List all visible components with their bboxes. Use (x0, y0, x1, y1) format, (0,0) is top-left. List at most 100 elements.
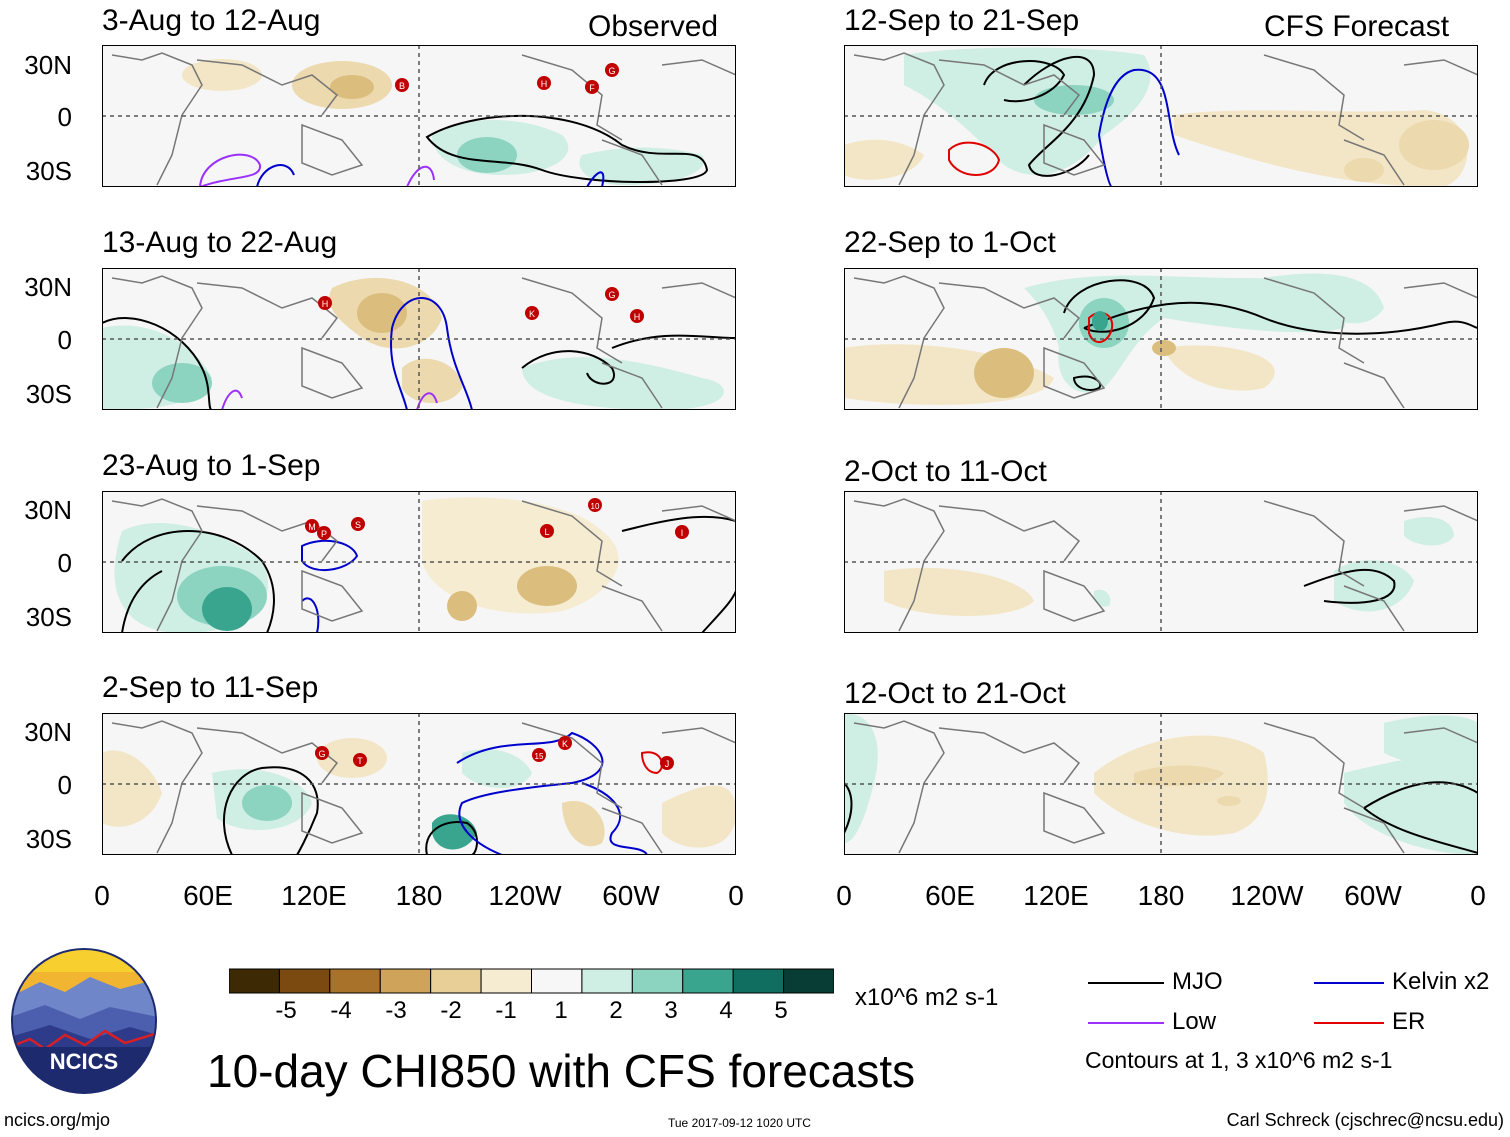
figure-title: 10-day CHI850 with CFS forecasts (207, 1045, 916, 1097)
storm-label: G (608, 290, 615, 300)
storm-label: L (544, 527, 549, 537)
timestamp: Tue 2017-09-12 1020 UTC (668, 1116, 811, 1130)
contour-note: Contours at 1, 3 x10^6 m2 s-1 (1085, 1047, 1393, 1073)
colorbar-swatch (631, 968, 684, 994)
colorbar-label: -1 (495, 997, 517, 1024)
storm-label: 10 (591, 502, 600, 511)
colorbar-swatch (480, 968, 532, 994)
storm-label: P (321, 529, 327, 539)
storm-markers: G T 15 K J (315, 736, 674, 770)
lon-label: 60E (183, 880, 233, 911)
lat-label: 0 (57, 102, 72, 132)
storm-label: H (322, 299, 329, 309)
lat-label: 0 (57, 325, 72, 355)
lon-label: 120W (488, 880, 562, 911)
colorbar-label: -4 (330, 997, 352, 1024)
lat-label: 30N (24, 272, 72, 302)
storm-markers: H K G H (318, 287, 644, 323)
lat-label: 0 (57, 548, 72, 578)
author-credit: Carl Schreck (cjschrec@ncsu.edu) (1226, 1110, 1504, 1130)
colorbar-label: 1 (554, 997, 568, 1024)
colorbar-swatch (329, 968, 381, 994)
colorbar-swatch (430, 968, 482, 994)
colorbar-swatch (229, 968, 280, 994)
colorbar-label: -2 (440, 997, 462, 1024)
storm-label: T (357, 756, 363, 766)
lat-label: 30N (24, 50, 72, 80)
map-panel-fcst-1 (844, 45, 1478, 187)
colorbar-label: 3 (664, 997, 678, 1024)
map-panel-fcst-2 (844, 268, 1478, 410)
lat-label: 30N (24, 717, 72, 747)
storm-markers: B H F G (395, 63, 619, 94)
storm-label: M (308, 522, 316, 532)
storm-label: K (562, 739, 568, 749)
colorbar-label: -5 (275, 997, 297, 1024)
forecast-tag: CFS Forecast (1264, 10, 1450, 43)
storm-label: F (589, 83, 595, 93)
storm-label: K (529, 309, 535, 319)
legend-label-kelvin: Kelvin x2 (1392, 968, 1490, 995)
map-panel-obs-3: M P S L 10 I (102, 491, 736, 633)
map-panel-fcst-3 (844, 491, 1478, 633)
lon-label: 60W (1344, 880, 1402, 911)
colorbar (229, 968, 834, 994)
colorbar-label: 5 (774, 997, 788, 1024)
map-panel-obs-2: H K G H (102, 268, 736, 410)
colorbar-swatch (278, 968, 331, 994)
lat-label: 30S (25, 156, 72, 186)
legend-line-er (1314, 1022, 1384, 1024)
lat-label: 30N (24, 495, 72, 525)
storm-label: H (541, 79, 548, 89)
lat-label: 30S (25, 379, 72, 409)
storm-label: G (318, 749, 325, 759)
colorbar-swatch (531, 968, 583, 994)
storm-label: S (355, 520, 361, 530)
panel-title-8: 12-Oct to 21-Oct (844, 677, 1066, 710)
storm-label: B (399, 81, 405, 91)
storm-label: H (634, 312, 641, 322)
lon-label: 0 (836, 880, 852, 911)
lon-label: 120W (1230, 880, 1304, 911)
panel-title-7: 2-Oct to 11-Oct (844, 455, 1047, 488)
map-panel-fcst-4 (844, 713, 1478, 855)
lon-label: 60W (602, 880, 660, 911)
lon-label: 180 (1137, 880, 1185, 911)
colorbar-swatch (581, 968, 633, 994)
lon-label: 120E (281, 880, 347, 911)
panel-title-4: 2-Sep to 11-Sep (102, 671, 319, 704)
legend-line-kelvin (1314, 982, 1384, 984)
lat-label: 30S (25, 602, 72, 632)
logo-text: NCICS (50, 1049, 118, 1074)
legend-label-low: Low (1172, 1008, 1217, 1035)
storm-markers: M P S L 10 I (305, 498, 689, 540)
lon-label: 0 (94, 880, 110, 911)
colorbar-label: -3 (385, 997, 407, 1024)
storm-label: G (608, 66, 615, 76)
colorbar-label: 2 (609, 997, 623, 1024)
lat-label: 0 (57, 770, 72, 800)
units-label: x10^6 m2 s-1 (855, 984, 999, 1011)
legend-line-low (1088, 1022, 1164, 1024)
storm-label: 15 (535, 752, 544, 761)
map-panel-obs-1: B H F G (102, 45, 736, 187)
colorbar-swatch (682, 968, 734, 994)
lon-label: 120E (1023, 880, 1089, 911)
lon-label: 0 (728, 880, 744, 911)
storm-label: I (681, 528, 684, 538)
storm-label: J (665, 759, 670, 769)
lon-label: 0 (1470, 880, 1486, 911)
lon-label: 60E (925, 880, 975, 911)
colorbar-swatch (379, 968, 432, 994)
panel-title-3: 23-Aug to 1-Sep (102, 449, 321, 482)
legend-label-er: ER (1392, 1008, 1426, 1035)
panel-title-2: 13-Aug to 22-Aug (102, 226, 338, 259)
colorbar-label: 4 (719, 997, 733, 1024)
lat-label: 30S (25, 824, 72, 854)
lon-label: 180 (395, 880, 443, 911)
colorbar-swatch (783, 968, 834, 994)
colorbar-swatch (732, 968, 785, 994)
panel-title-1: 3-Aug to 12-Aug (102, 4, 321, 37)
website-link[interactable]: ncics.org/mjo (4, 1110, 111, 1130)
observed-tag: Observed (588, 10, 719, 43)
